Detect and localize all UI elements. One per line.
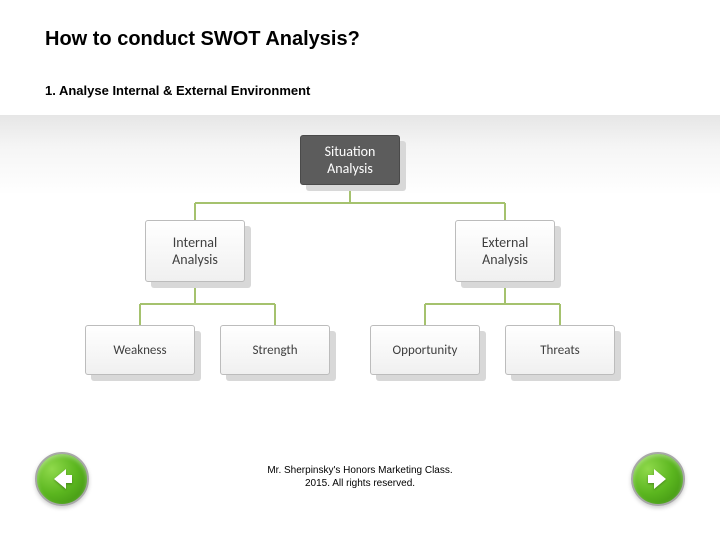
node-root: Situation Analysis (300, 135, 400, 185)
node-opp: Opportunity (370, 325, 480, 375)
connector (139, 304, 141, 326)
connector (505, 303, 560, 305)
nav-back-button[interactable] (35, 452, 89, 506)
connector (194, 203, 196, 221)
node-internal: Internal Analysis (145, 220, 245, 282)
node-str: Strength (220, 325, 330, 375)
footer-line1: Mr. Sherpinsky's Honors Marketing Class. (0, 464, 720, 477)
node-weak: Weakness (85, 325, 195, 375)
node-thr: Threats (505, 325, 615, 375)
connector (504, 203, 506, 221)
connector (350, 202, 505, 204)
arrow-right-icon (644, 465, 672, 493)
connector (425, 303, 505, 305)
connector (195, 303, 275, 305)
footer-line2: 2015. All rights reserved. (0, 477, 720, 490)
swot-tree-diagram: Situation Analysis Internal Analysis Exter… (85, 135, 635, 415)
connector (140, 303, 195, 305)
connector (274, 304, 276, 326)
page-subtitle: 1. Analyse Internal & External Environme… (0, 51, 720, 98)
page-title: How to conduct SWOT Analysis? (0, 0, 720, 51)
connector (559, 304, 561, 326)
node-external: External Analysis (455, 220, 555, 282)
nav-next-button[interactable] (631, 452, 685, 506)
arrow-left-icon (48, 465, 76, 493)
connector (195, 202, 350, 204)
footer-text: Mr. Sherpinsky's Honors Marketing Class.… (0, 464, 720, 490)
connector (424, 304, 426, 326)
